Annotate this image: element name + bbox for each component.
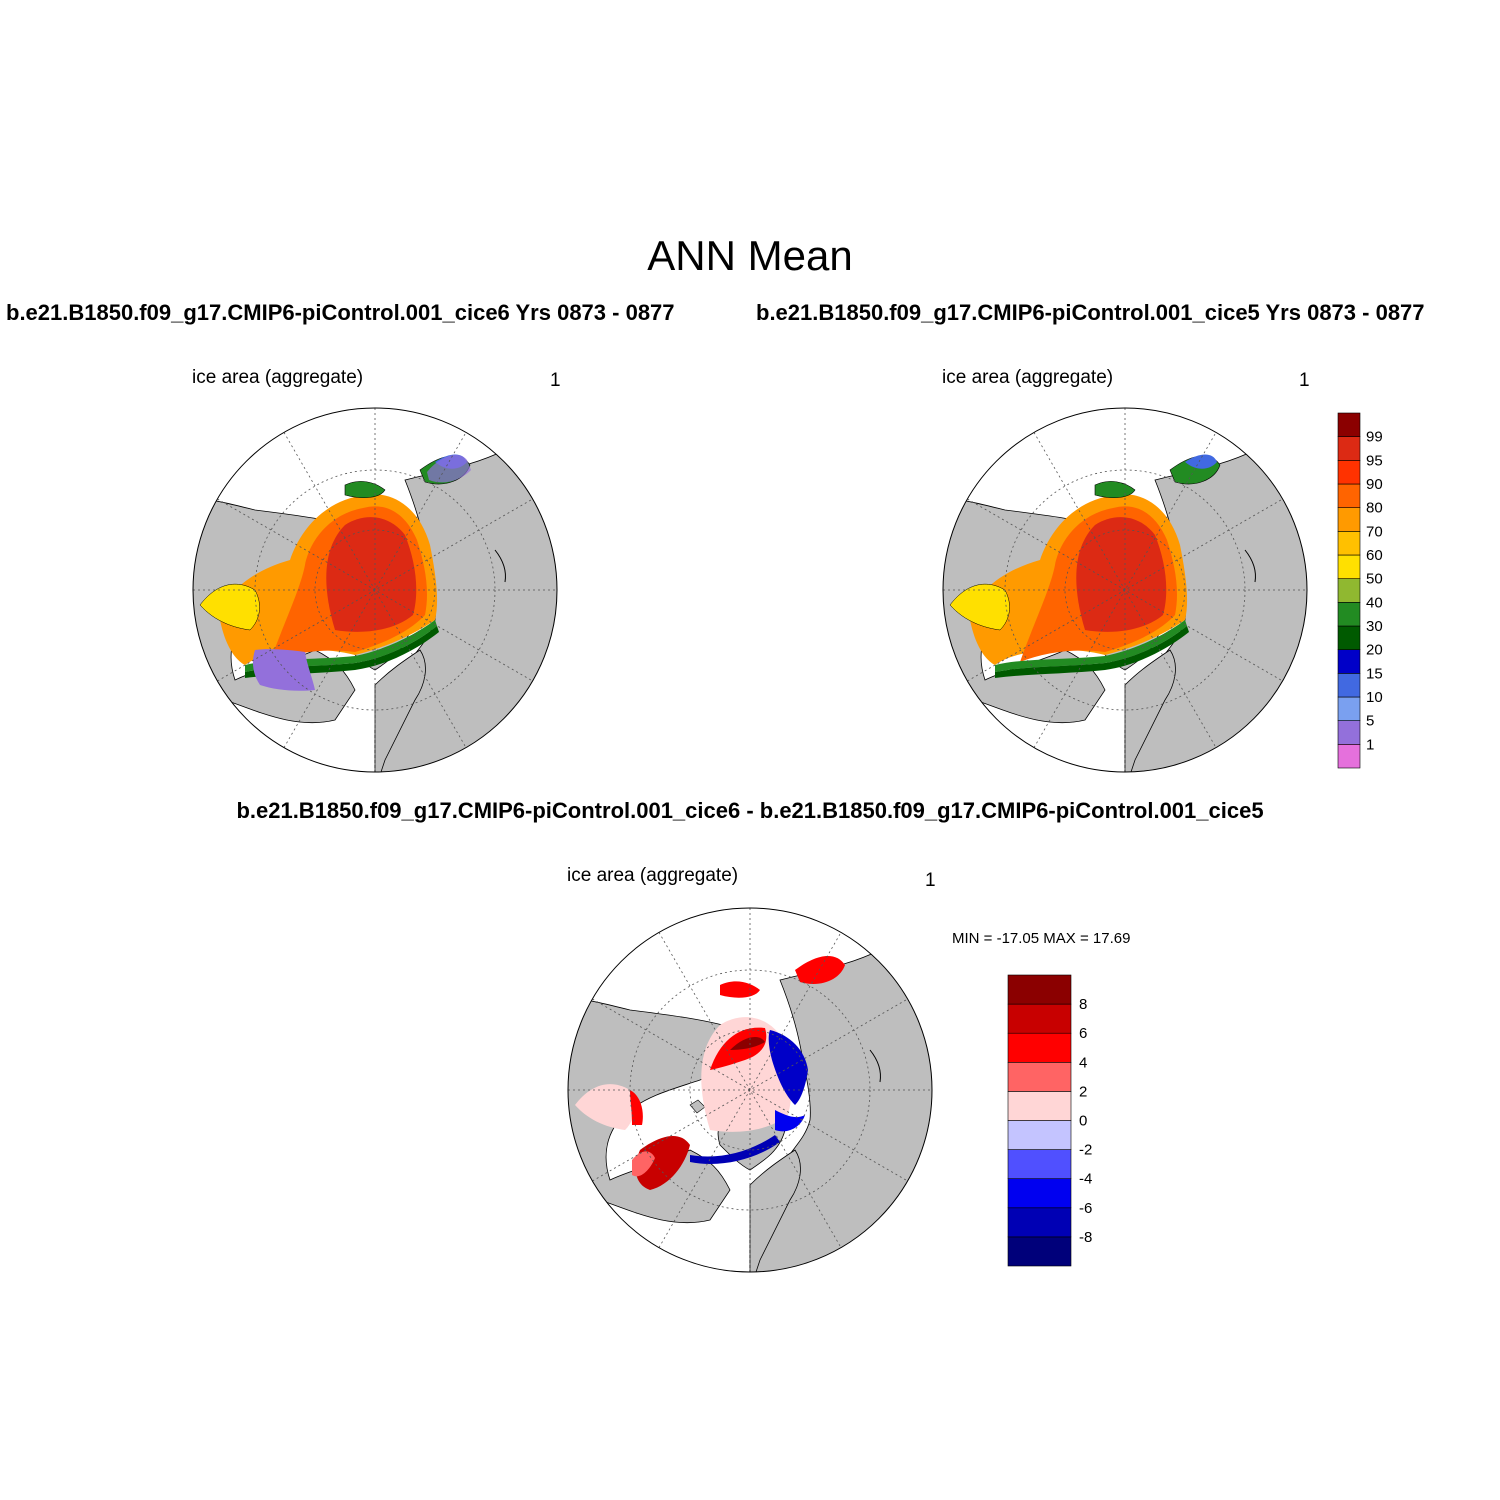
map-panel-diff xyxy=(567,907,933,1273)
panel1-units-label: 1 xyxy=(550,370,561,391)
colorbar-diff-box xyxy=(1007,1207,1072,1238)
colorbar-main-label: 90 xyxy=(1366,476,1383,493)
colorbar-main-label: 60 xyxy=(1366,547,1383,564)
colorbar-diff-box xyxy=(1007,1178,1072,1209)
panel2-variable-label: ice area (aggregate) xyxy=(942,367,1114,388)
colorbar-main-label: 80 xyxy=(1366,500,1383,517)
panel3-variable-label: ice area (aggregate) xyxy=(567,865,739,886)
colorbar-main-box xyxy=(1337,412,1361,437)
colorbar-main-label: 15 xyxy=(1366,665,1383,682)
colorbar-main-box xyxy=(1337,554,1361,579)
map-panel-2 xyxy=(942,407,1308,773)
colorbar-main-label: 1 xyxy=(1366,736,1374,753)
colorbar-main-box xyxy=(1337,696,1361,721)
colorbar-main-box xyxy=(1337,625,1361,650)
colorbar-main-box xyxy=(1337,602,1361,627)
colorbar-main-box xyxy=(1337,744,1361,769)
colorbar-main-label: 99 xyxy=(1366,429,1383,446)
panel1-variable-label: ice area (aggregate) xyxy=(192,367,364,388)
map-panel-1 xyxy=(192,407,558,773)
colorbar-main-box xyxy=(1337,578,1361,603)
colorbar-main-label: 50 xyxy=(1366,571,1383,588)
colorbar-diff: -8 -6 -4 -2 0 2 4 6 8 xyxy=(1007,974,1092,1267)
colorbar-diff-box xyxy=(1007,1091,1072,1121)
colorbar-main-label: 40 xyxy=(1366,594,1383,611)
colorbar-main-label: 10 xyxy=(1366,689,1383,706)
colorbar-diff-box xyxy=(1007,1062,1072,1092)
panel2-units-label: 1 xyxy=(1299,370,1310,391)
colorbar-diff-box xyxy=(1007,1236,1072,1267)
colorbar-main-box xyxy=(1337,507,1361,532)
colorbar-main-label: 20 xyxy=(1366,642,1383,659)
colorbar-main-box xyxy=(1337,720,1361,745)
colorbar-main-box xyxy=(1337,673,1361,698)
colorbar-main-box xyxy=(1337,649,1361,674)
colorbar-diff-box xyxy=(1007,1149,1072,1179)
colorbar-main-box xyxy=(1337,460,1361,485)
panel2-run-title: b.e21.B1850.f09_g17.CMIP6-piControl.001_… xyxy=(756,300,1425,325)
colorbar-main-label: 70 xyxy=(1366,523,1383,540)
colorbar-diff-label: 8 xyxy=(1079,996,1087,1013)
colorbar-main-box xyxy=(1337,483,1361,508)
panel3-run-title: b.e21.B1850.f09_g17.CMIP6-piControl.001_… xyxy=(236,798,1264,823)
colorbar-main-label: 5 xyxy=(1366,713,1374,730)
colorbar-diff-box xyxy=(1007,1003,1072,1034)
panel3-units-label: 1 xyxy=(925,870,936,891)
colorbar-main-box xyxy=(1337,531,1361,556)
colorbar-diff-label: -2 xyxy=(1079,1142,1092,1159)
panel1-run-title: b.e21.B1850.f09_g17.CMIP6-piControl.001_… xyxy=(6,300,675,325)
colorbar-main-label: 30 xyxy=(1366,618,1383,635)
colorbar-diff-box xyxy=(1007,1120,1072,1150)
colorbar-diff-label: -8 xyxy=(1079,1229,1092,1246)
colorbar-main-box xyxy=(1337,436,1361,461)
colorbar-diff-label: -4 xyxy=(1079,1171,1092,1188)
colorbar-diff-label: 0 xyxy=(1079,1113,1087,1130)
figure-title: ANN Mean xyxy=(647,232,853,279)
colorbar-diff-label: -6 xyxy=(1079,1200,1092,1217)
colorbar-diff-label: 4 xyxy=(1079,1054,1087,1071)
diff-min-max: MIN = -17.05 MAX = 17.69 xyxy=(952,930,1131,947)
colorbar-diff-label: 2 xyxy=(1079,1083,1087,1100)
colorbar-diff-box xyxy=(1007,1032,1072,1063)
colorbar-main-label: 95 xyxy=(1366,452,1383,469)
colorbar-diff-label: 6 xyxy=(1079,1025,1087,1042)
colorbar-diff-box xyxy=(1007,974,1072,1005)
